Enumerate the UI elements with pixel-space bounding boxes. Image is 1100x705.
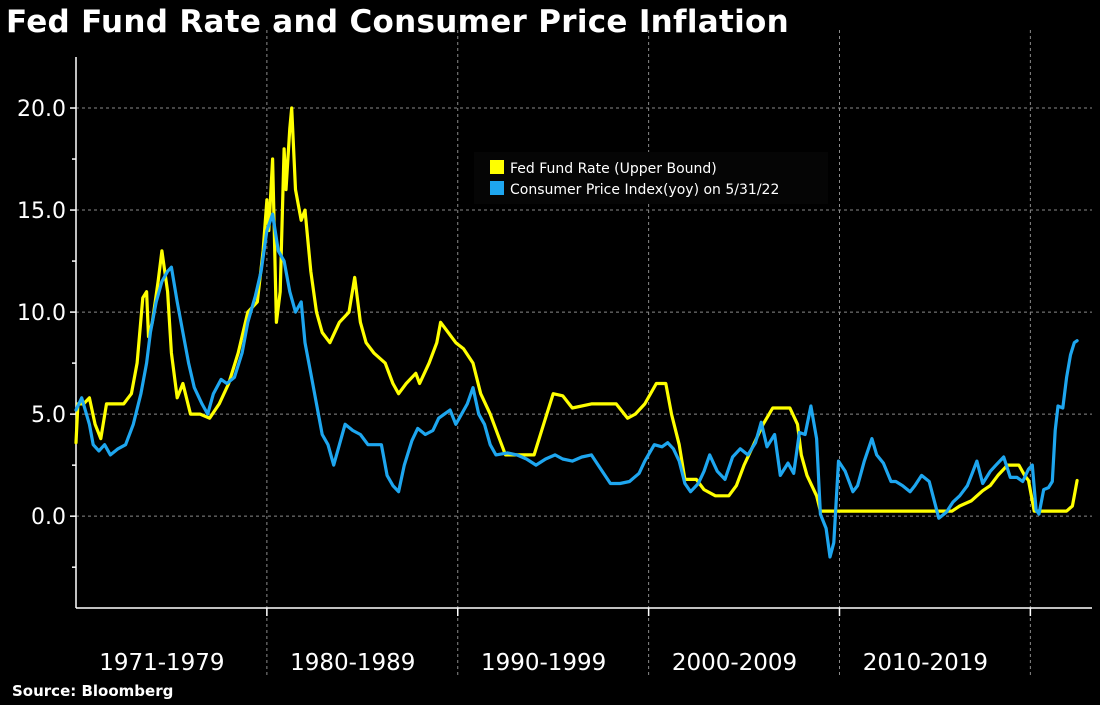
series-layer	[74, 106, 1079, 559]
legend-label-fed-fund-rate: Fed Fund Rate (Upper Bound)	[510, 161, 717, 177]
chart-title: Fed Fund Rate and Consumer Price Inflati…	[6, 4, 789, 40]
legend-swatch-cpi	[490, 181, 504, 195]
x-tick-label: 1971-1979	[99, 650, 224, 676]
x-tick-label: 1980-1989	[290, 650, 415, 676]
legend-swatch-fed-fund-rate	[490, 160, 504, 174]
y-tick-label: 10.0	[17, 301, 66, 326]
legend: Fed Fund Rate (Upper Bound) Consumer Pri…	[474, 152, 828, 204]
y-tick-label: 20.0	[17, 97, 66, 122]
legend-label-cpi: Consumer Price Index(yoy) on 5/31/22	[510, 182, 779, 198]
axis-layer: 0.0 5.0 10.0 15.0 20.0 1971-1979 1980-1989 1990…	[17, 57, 1092, 676]
chart-source: Source: Bloomberg	[12, 682, 174, 700]
y-tick-label: 5.0	[31, 403, 66, 428]
grid-layer	[76, 30, 1092, 678]
x-tick-label: 2010-2019	[863, 650, 988, 676]
x-tick-label: 2000-2009	[672, 650, 797, 676]
y-tick-label: 15.0	[17, 199, 66, 224]
y-tick-label: 0.0	[31, 505, 66, 530]
series-line-fed-fund-rate	[74, 106, 1079, 513]
legend-box	[474, 152, 828, 204]
x-tick-label: 1990-1999	[481, 650, 606, 676]
series-line-cpi	[74, 212, 1079, 559]
